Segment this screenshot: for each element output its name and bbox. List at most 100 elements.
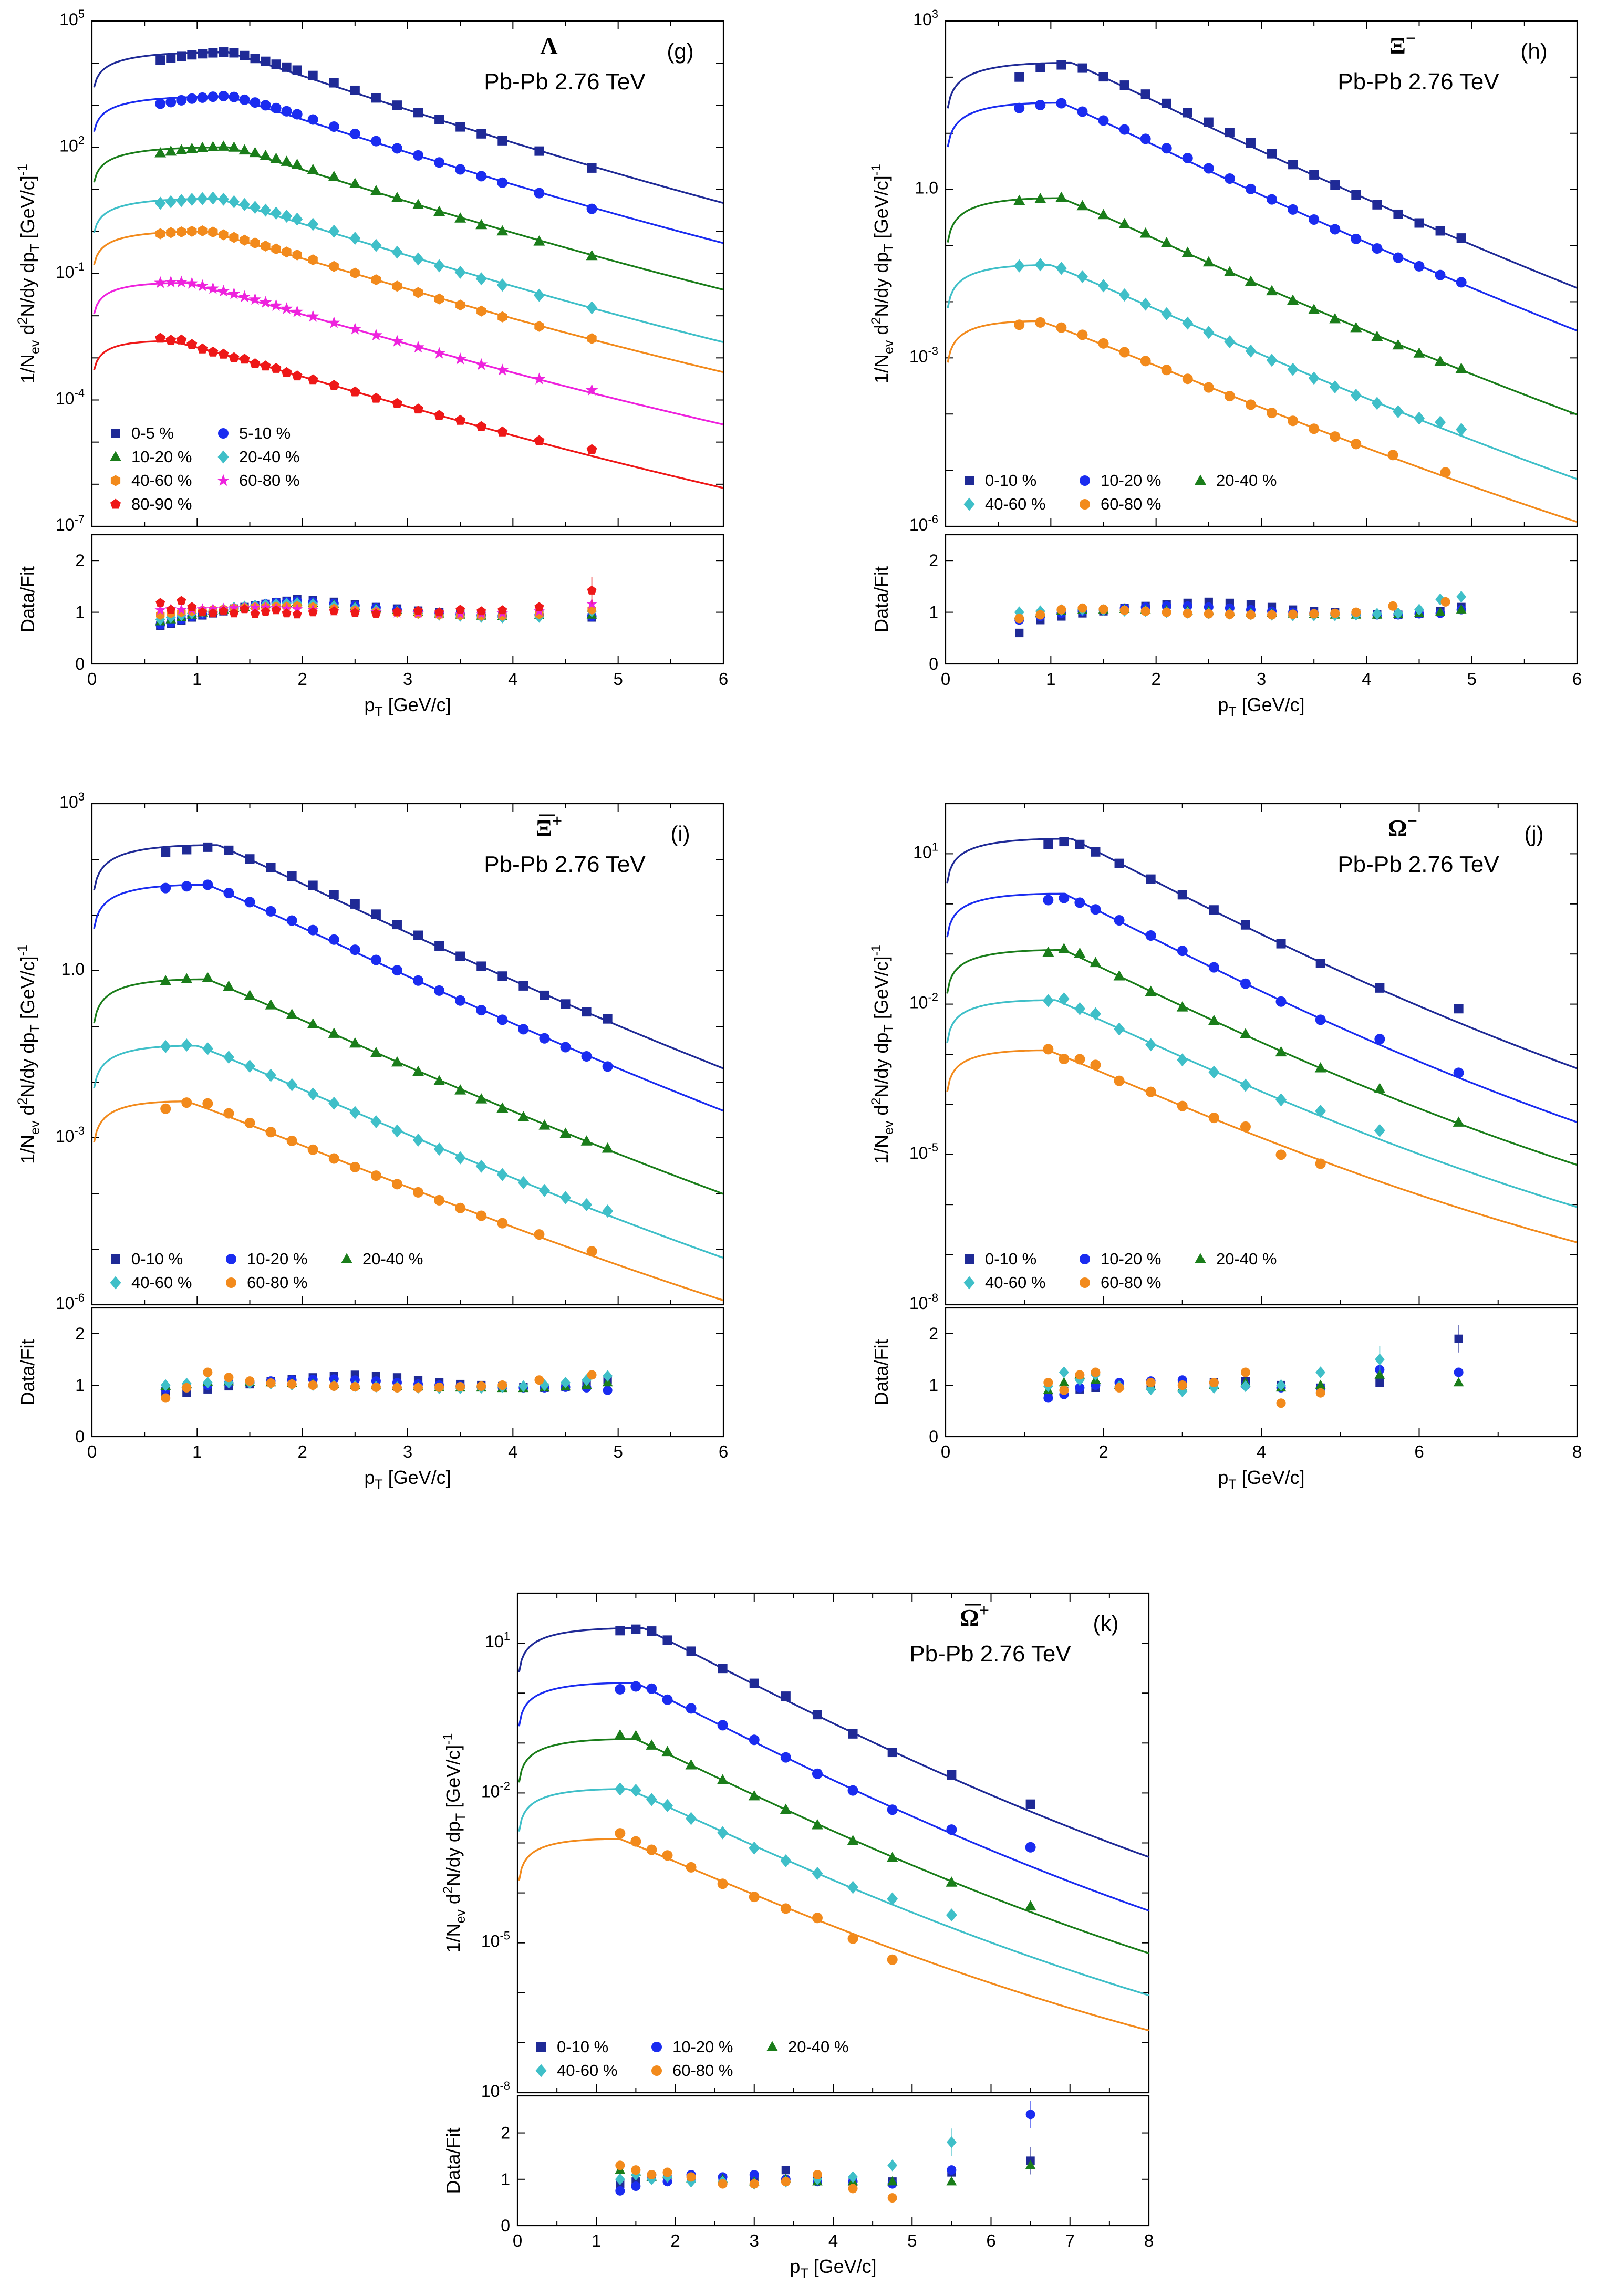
ratio-point [308, 1380, 318, 1390]
legend-label: 5-10 % [239, 424, 291, 442]
data-point [455, 951, 465, 961]
data-point [1308, 304, 1320, 314]
data-point [812, 1913, 823, 1924]
data-point [538, 1183, 550, 1197]
y-tick-label: 10-8 [909, 1291, 938, 1313]
data-point [307, 1087, 319, 1101]
data-point [413, 975, 424, 986]
data-point [1140, 356, 1151, 367]
data-point [586, 250, 598, 261]
data-point [271, 59, 281, 69]
data-point [154, 147, 167, 158]
data-point [238, 198, 250, 211]
data-point [1177, 890, 1187, 900]
data-point [308, 70, 318, 80]
ratio-point [1043, 1378, 1053, 1388]
collision-label: Pb-Pb 2.76 TeV [1337, 851, 1499, 877]
ratio-y-tick-label: 0 [929, 654, 938, 673]
data-point [476, 129, 486, 139]
data-point [586, 203, 597, 214]
data-point [1090, 1007, 1101, 1021]
data-point [1267, 194, 1278, 205]
data-point [229, 352, 240, 362]
ratio-point [177, 596, 186, 605]
data-point [1177, 946, 1188, 957]
data-point [260, 100, 271, 111]
data-point [224, 845, 234, 855]
y-tick-mantissa: 10 [909, 993, 928, 1012]
data-point [229, 48, 239, 58]
x-tick-label: 0 [87, 669, 97, 689]
legend-item: 10-20 % [1080, 1250, 1161, 1268]
fit-curve-10-20- [93, 146, 723, 291]
data-point [1161, 143, 1172, 154]
ratio-point [182, 1383, 192, 1393]
data-point [455, 164, 466, 175]
data-point [749, 1734, 760, 1746]
data-point [1223, 266, 1236, 276]
ratio-point [261, 607, 271, 616]
data-point [581, 1051, 592, 1062]
legend: 0-10 % 10-20 % 20-40 % 40-60 % 60-80 % [963, 1250, 1277, 1292]
ratio-point [308, 607, 318, 617]
data-point [281, 367, 292, 377]
ratio-point [250, 609, 260, 618]
data-point [413, 930, 423, 940]
y-label-part: N/dy dp [870, 252, 892, 317]
data-point [1043, 895, 1054, 906]
y-tick-exponent: -8 [500, 2079, 510, 2092]
ratio-point [518, 1380, 528, 1393]
data-point [1161, 307, 1173, 320]
legend-marker [1195, 1253, 1206, 1263]
ratio-point [476, 1381, 486, 1391]
data-point [329, 78, 339, 88]
ratio-point [1375, 1378, 1384, 1387]
ratio-point [292, 603, 303, 614]
data-point [1309, 423, 1320, 434]
data-point [307, 114, 318, 125]
data-point [946, 1876, 958, 1887]
y-tick-mantissa: 10 [56, 1127, 75, 1146]
data-point [497, 177, 508, 188]
legend-item: 10-20 % [651, 2038, 733, 2056]
x-tick-label: 2 [297, 1442, 307, 1461]
data-point [208, 226, 218, 238]
y-tick-mantissa: 10 [909, 515, 928, 534]
data-point [533, 235, 545, 246]
x-tick-label: 8 [1572, 1442, 1582, 1461]
data-point [219, 47, 229, 57]
ratio-y-tick-label: 0 [929, 1427, 938, 1446]
data-point [223, 980, 235, 991]
data-point [1287, 362, 1299, 376]
data-point [661, 1746, 673, 1757]
y-tick-mantissa: 10 [485, 1632, 504, 1651]
data-point [291, 305, 304, 317]
y-label-part: [GeV/c] [870, 956, 892, 1024]
fit-curve-40-60- [518, 1788, 1149, 1997]
data-point [434, 115, 444, 124]
ratio-point [1372, 608, 1382, 620]
data-point [1209, 905, 1219, 915]
x-axis-label: pT [GeV/c] [790, 2256, 876, 2281]
data-point [349, 1037, 361, 1048]
ratio-point [292, 609, 302, 619]
ratio-point [1146, 1378, 1156, 1388]
data-point [662, 1694, 673, 1705]
ratio-point [1015, 628, 1024, 638]
data-point [781, 1691, 791, 1701]
legend-label: 0-10 % [985, 471, 1036, 490]
data-point [181, 973, 193, 984]
y-label-part: 2 [15, 1098, 30, 1105]
particle-letter: Ω [1388, 815, 1407, 841]
fit-curve-60-80- [93, 1100, 723, 1302]
legend-item: 5-10 % [218, 424, 291, 442]
data-point [1056, 60, 1066, 70]
collision-label: Pb-Pb 2.76 TeV [909, 1641, 1071, 1667]
fit-curve-40-60- [93, 1045, 723, 1259]
data-point [1024, 1900, 1036, 1911]
data-point [165, 195, 177, 209]
legend-item: 0-10 % [536, 2038, 608, 2056]
ratio-y-tick-label: 2 [501, 2124, 510, 2143]
data-point [946, 1824, 957, 1835]
